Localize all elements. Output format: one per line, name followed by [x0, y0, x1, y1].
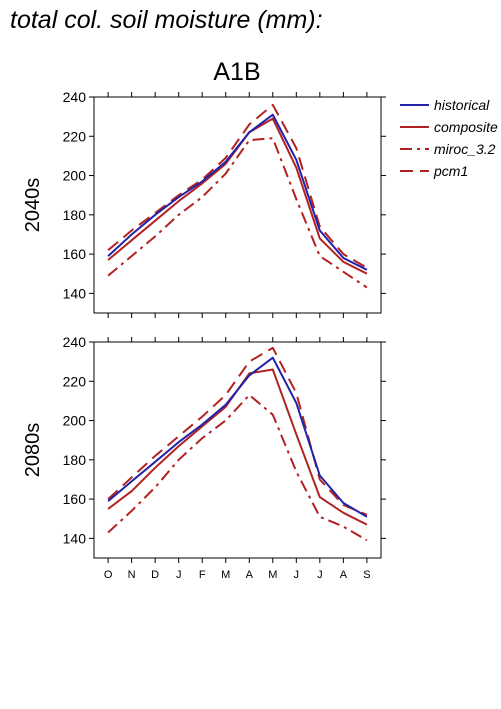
x-tick-label: S [363, 569, 370, 581]
y-tick-label: 160 [63, 246, 87, 262]
y-tick-label: 220 [63, 373, 87, 389]
page-title: total col. soil moisture (mm): [10, 6, 323, 34]
x-tick-label: J [176, 569, 182, 581]
legend-label: historical [434, 97, 490, 113]
y-tick-label: 200 [63, 168, 87, 184]
y-tick-label: 240 [63, 89, 87, 105]
x-tick-label: M [221, 569, 230, 581]
plot-frame [93, 341, 382, 559]
chart-title: A1B [213, 58, 260, 86]
row-label: 2080s [22, 423, 44, 478]
row-label: 2040s [22, 178, 44, 233]
series-line-composite [107, 368, 368, 526]
legend-label: composite [434, 119, 498, 135]
legend-label: miroc_3.2 [434, 141, 496, 157]
y-tick-label: 140 [63, 285, 87, 301]
x-tick-label: O [104, 569, 113, 581]
series-line-pcm1 [107, 346, 368, 516]
plot-frame [93, 96, 382, 314]
y-tick-label: 220 [63, 128, 87, 144]
series-line-historical [107, 356, 368, 518]
series-line-miroc-3-2 [107, 137, 368, 289]
x-tick-label: M [268, 569, 277, 581]
x-tick-label: J [317, 569, 323, 581]
y-tick-label: 180 [63, 207, 87, 223]
chart-panels: 140 160 180 200 220 240 2040s 140 160 180 200 220 24… [22, 89, 386, 581]
series-line-pcm1 [107, 103, 368, 269]
y-tick-label: 200 [63, 413, 87, 429]
x-tick-label: F [199, 569, 206, 581]
x-tick-label: J [294, 569, 300, 581]
x-tick-label: A [340, 569, 348, 581]
panel-2040s: 140 160 180 200 220 240 2040s [22, 89, 386, 318]
panel-2080s: 140 160 180 200 220 240 O N D J F M A M J J A S 2080s [22, 334, 386, 581]
series-line-historical [107, 113, 368, 271]
chart-legend: historical composite miroc_3.2 pcm1 [400, 97, 498, 179]
series-line-miroc-3-2 [107, 394, 368, 542]
y-tick-label: 240 [63, 334, 87, 350]
x-tick-label: N [128, 569, 136, 581]
y-tick-label: 180 [63, 452, 87, 468]
legend-label: pcm1 [433, 163, 468, 179]
x-tick-label: D [151, 569, 159, 581]
y-tick-label: 140 [63, 530, 87, 546]
y-tick-label: 160 [63, 491, 87, 507]
x-tick-label: A [246, 569, 254, 581]
